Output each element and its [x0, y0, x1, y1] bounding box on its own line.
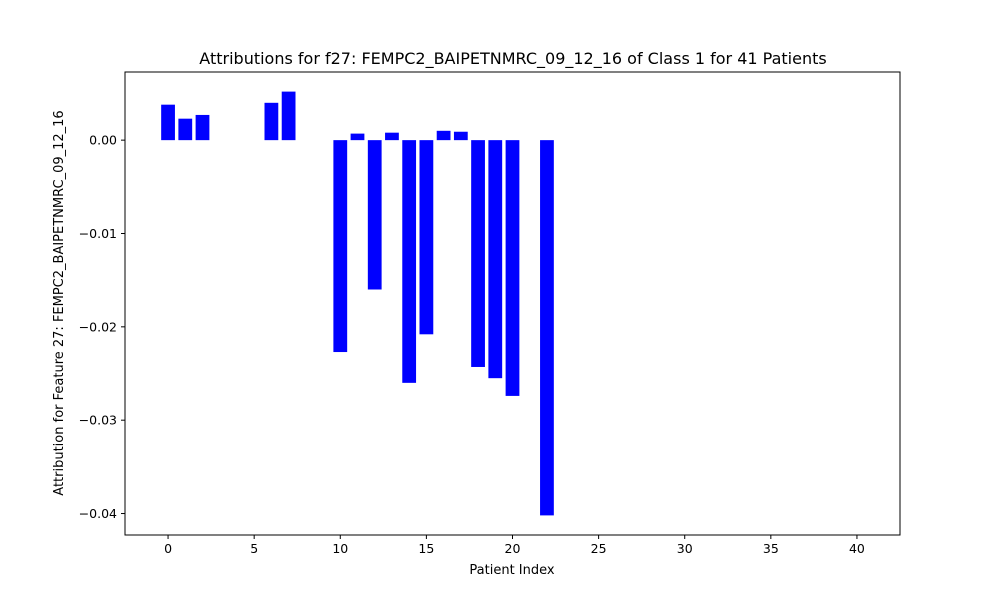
x-tick-label: 5 [250, 541, 258, 556]
y-axis-label: Attribution for Feature 27: FEMPC2_BAIPE… [52, 110, 67, 495]
y-tick-label: 0.00 [89, 133, 117, 148]
x-tick-label: 30 [677, 541, 693, 556]
bar-patient-2 [196, 115, 210, 140]
x-tick-label: 15 [418, 541, 434, 556]
bar-patient-16 [437, 131, 451, 140]
bar-patient-11 [351, 134, 365, 141]
bars-group [161, 92, 554, 516]
bar-patient-12 [368, 140, 382, 289]
bar-patient-22 [540, 140, 554, 515]
bar-patient-6 [265, 103, 279, 140]
y-tick-label: −0.04 [79, 506, 117, 521]
bar-patient-17 [454, 132, 468, 140]
bar-patient-13 [385, 133, 399, 140]
bar-patient-14 [402, 140, 416, 383]
x-tick-label: 25 [591, 541, 607, 556]
bar-patient-15 [420, 140, 434, 334]
x-tick-label: 35 [763, 541, 779, 556]
x-axis-label: Patient Index [469, 563, 554, 578]
bar-patient-7 [282, 92, 296, 141]
x-axis-ticks: 0 5 10 15 20 25 30 35 40 [164, 535, 865, 556]
bar-patient-18 [471, 140, 485, 367]
y-tick-label: −0.02 [79, 319, 117, 334]
bar-patient-1 [178, 119, 192, 140]
x-tick-label: 0 [164, 541, 172, 556]
y-tick-label: −0.01 [79, 226, 117, 241]
bar-patient-10 [333, 140, 347, 352]
x-tick-label: 10 [332, 541, 348, 556]
bar-patient-20 [506, 140, 520, 396]
bar-patient-19 [488, 140, 502, 378]
chart-title: Attributions for f27: FEMPC2_BAIPETNMRC_… [199, 49, 826, 69]
x-tick-label: 20 [505, 541, 521, 556]
x-tick-label: 40 [849, 541, 865, 556]
y-tick-label: −0.03 [79, 413, 117, 428]
bar-patient-0 [161, 105, 175, 140]
y-axis-ticks: 0.00 −0.01 −0.02 −0.03 −0.04 [79, 133, 125, 521]
